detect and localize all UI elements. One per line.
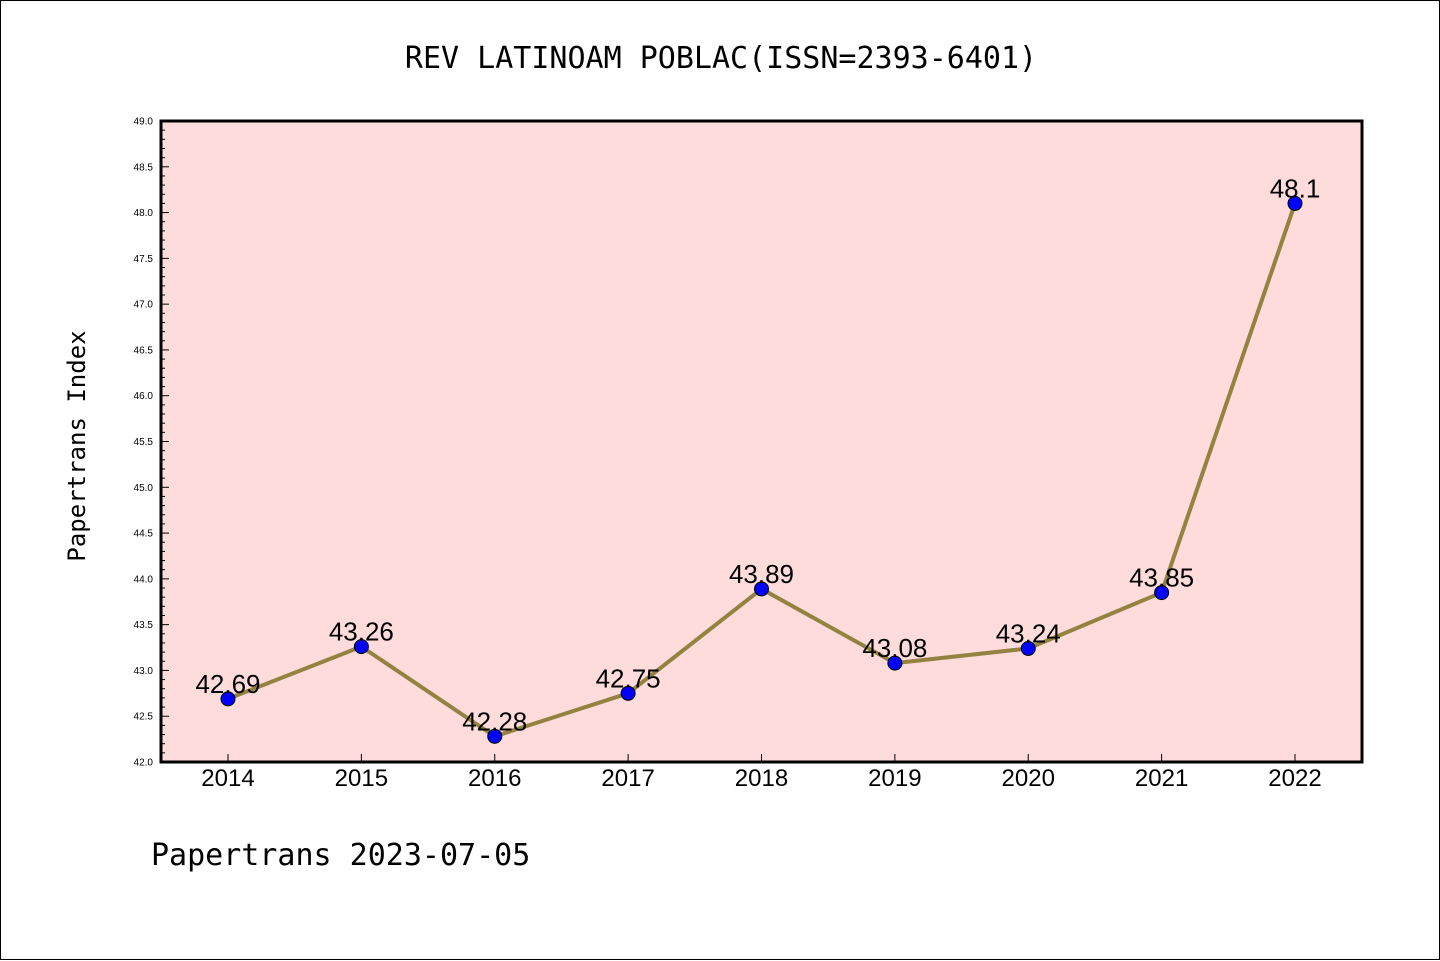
y-tick-label: 49.0 (134, 117, 154, 128)
y-tick-label: 48.0 (134, 208, 154, 219)
x-tick-label: 2021 (1135, 765, 1188, 792)
y-tick-label: 42.5 (134, 712, 154, 723)
y-tick-label: 45.5 (134, 437, 154, 448)
data-point (1154, 585, 1170, 601)
chart-title: REV LATINOAM POBLAC(ISSN=2393-6401) (405, 41, 1037, 76)
y-axis: 42.0 42.5 43.0 43.5 44.0 44.5 45.0 45.5 46.0 46.5… (134, 117, 169, 769)
x-tick-label: 2016 (468, 765, 521, 792)
data-point (487, 728, 503, 744)
data-label: 42.28 (462, 706, 527, 736)
y-tick-label: 43.0 (134, 666, 154, 677)
data-label: 48.1 (1270, 173, 1321, 203)
data-point (353, 639, 369, 655)
y-tick-label: 43.5 (134, 620, 154, 631)
data-label: 42.69 (195, 669, 260, 699)
x-tick-label: 2017 (601, 765, 654, 792)
y-tick-label: 47.0 (134, 300, 154, 311)
data-label: 43.24 (996, 618, 1061, 648)
x-tick-label: 2022 (1268, 765, 1321, 792)
x-tick-label: 2019 (868, 765, 921, 792)
x-tick-label: 2014 (201, 765, 254, 792)
y-tick-label: 48.5 (134, 162, 154, 173)
y-tick-label: 44.5 (134, 529, 154, 540)
y-tick-label: 45.0 (134, 483, 154, 494)
y-tick-label: 42.0 (134, 758, 154, 769)
x-tick-label: 2020 (1002, 765, 1055, 792)
data-label: 42.75 (596, 663, 661, 693)
data-label: 43.08 (862, 633, 927, 663)
data-point (1020, 640, 1036, 656)
y-tick-label: 46.0 (134, 391, 154, 402)
data-point (220, 691, 236, 707)
data-point (887, 655, 903, 671)
data-label: 43.89 (729, 559, 794, 589)
data-point (754, 581, 769, 597)
data-point (1287, 195, 1303, 211)
data-label: 43.85 (1129, 563, 1194, 593)
y-tick-label: 46.5 (134, 345, 154, 356)
data-label: 43.26 (329, 617, 394, 647)
x-axis: 2014 2015 2016 2017 2018 2019 2020 2021 2022 (201, 754, 1322, 792)
x-tick-label: 2015 (335, 765, 388, 792)
series-group: 42.69 43.26 42.28 42.75 43.89 43.08 43.24 43.85… (195, 173, 1321, 744)
footer-text: Papertrans 2023-07-05 (151, 838, 530, 873)
y-tick-label: 47.5 (134, 254, 154, 265)
y-tick-label: 44.0 (134, 574, 154, 585)
x-tick-label: 2018 (735, 765, 788, 792)
y-axis-label: Papertrans Index (63, 330, 91, 561)
plot-area (159, 119, 1364, 764)
data-point (620, 685, 636, 701)
